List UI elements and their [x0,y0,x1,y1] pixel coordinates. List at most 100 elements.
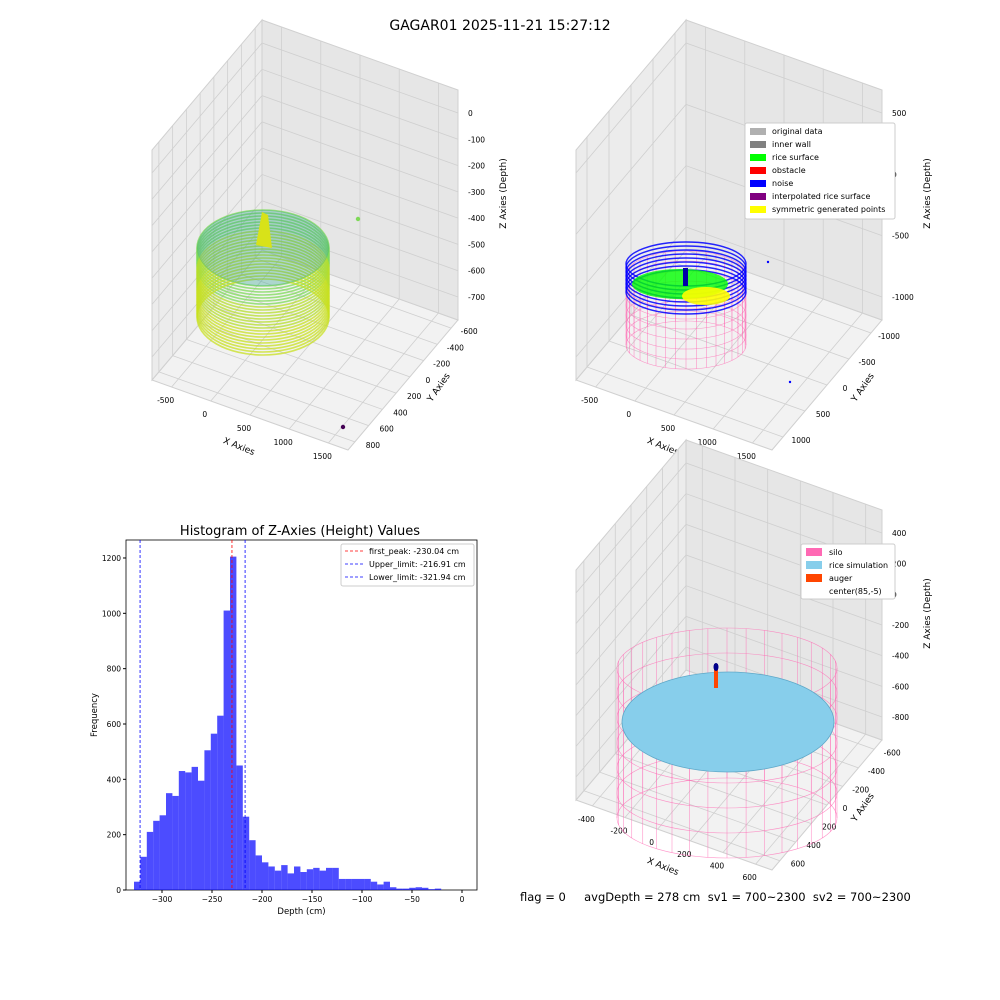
raw-grid-x [249,284,361,416]
sim-z-tick: 400 [892,529,907,538]
cls-noise-point [766,260,770,264]
sim-y-tick: 600 [791,860,806,869]
raw-grid-z [151,121,459,253]
cls-noise-point [788,380,792,384]
cls-z-tick: -1000 [892,293,914,302]
sim-x-tick: -200 [610,827,627,836]
cls-legend-swatch [750,128,766,135]
hist-bar [249,840,256,890]
hist-bar [313,867,320,890]
raw-z-tick: -400 [468,214,485,223]
hist-bar [396,888,403,890]
sim-z-tick: -200 [892,621,909,630]
sim-z-tick: 200 [892,560,907,569]
raw-y-tick: 600 [379,425,394,434]
hist-bar [153,820,160,890]
hist-bar [236,765,243,890]
raw-z-tick: 0 [468,109,473,118]
sim-y-tick: 400 [806,841,821,850]
hist-bar [415,887,422,890]
hist-x-tick: −100 [352,895,373,904]
raw-x-tick: 500 [237,424,252,433]
sim-legend-swatch [806,561,822,569]
raw-outlier [340,424,346,430]
raw-grid-y [158,371,356,443]
hist-bar [409,887,416,890]
hist-y-tick: 200 [107,831,122,840]
sim-x-tick: 0 [649,838,654,847]
hist-bar [351,878,358,890]
sim-z-tick: -800 [892,713,909,722]
raw-grid-y [172,355,369,427]
cls-grid-z [575,42,883,174]
hist-bar [204,750,211,890]
sim-grid-z [575,462,883,594]
status-footer: flag = 0 avgDepth = 278 cm sv1 = 700~230… [520,890,911,904]
hist-x-tick: −300 [152,895,173,904]
hist-bar [370,881,378,890]
sim-z-tick: -600 [892,682,909,691]
cls-x-tick: 0 [626,410,631,419]
raw-x-tick: 0 [202,410,207,419]
sim-legend-swatch [806,574,822,582]
sim-x-tick: 600 [743,873,758,882]
sim-legend-swatch [806,548,822,556]
raw-y-tick: -400 [447,343,464,352]
sim-y-tick: 200 [822,823,837,832]
hist-bar [166,793,173,890]
hist-bar [422,887,429,890]
raw-ring [196,278,330,356]
cls-x-tick: -500 [581,396,598,405]
cls-noise-ring [625,265,747,311]
panel-title-histogram: Histogram of Z-Axies (Height) Values [179,524,421,539]
raw-z-tick: -600 [468,267,485,276]
hist-bar [191,766,198,890]
cls-y-tick: -500 [858,358,875,367]
hist-legend-frame [340,543,475,587]
cls-legend-swatch [750,167,766,174]
hist-bar [383,881,390,890]
sim-grid-z [575,554,883,686]
cls-z-label: Z Axies (Depth) [923,158,933,229]
sim-z-tick: -400 [892,652,909,661]
sim-y-tick: -200 [852,785,869,794]
cls-grid-y [586,366,784,438]
hist-bar [377,884,384,890]
sim-grid-z [575,646,883,778]
sim-legend-label: silo [829,548,843,557]
cls-y-tick: 0 [843,384,848,393]
sim-grid-z [575,615,883,747]
raw-x-tick: 1000 [274,438,293,447]
cls-y-tick: 1000 [791,436,810,445]
hist-legend-label: Upper_limit: -216.91 cm [369,560,466,569]
raw-point-cloud [196,209,330,356]
hist-bar [338,878,346,890]
hist-bar [242,816,250,890]
hist-bar [428,889,435,890]
hist-y-tick: 1000 [102,609,121,618]
sim-auger [714,664,718,688]
hist-x-tick: −150 [302,895,323,904]
hist-bar [172,795,179,890]
hist-x-tick: −50 [404,895,420,904]
raw-grid-z [151,95,459,226]
raw-z-tick: -500 [468,240,485,249]
raw-y-tick: -600 [461,327,478,336]
hist-x-tick: −200 [252,895,273,904]
sim-auger-head [713,663,719,671]
hist-y-tick: 0 [116,886,121,895]
cls-y-tick: -1000 [878,332,900,341]
hist-bar [274,870,282,890]
hist-bar [217,715,224,890]
cls-noise-ring [625,257,747,303]
sim-x-tick: -400 [578,815,595,824]
hist-bar [294,866,301,890]
raw-grid-z [151,200,459,331]
raw-z-tick: -300 [468,188,485,197]
hist-bar [268,866,275,890]
hist-bar [140,856,147,890]
cls-legend-label: noise [772,179,793,188]
raw-z-tick: -700 [468,293,485,302]
